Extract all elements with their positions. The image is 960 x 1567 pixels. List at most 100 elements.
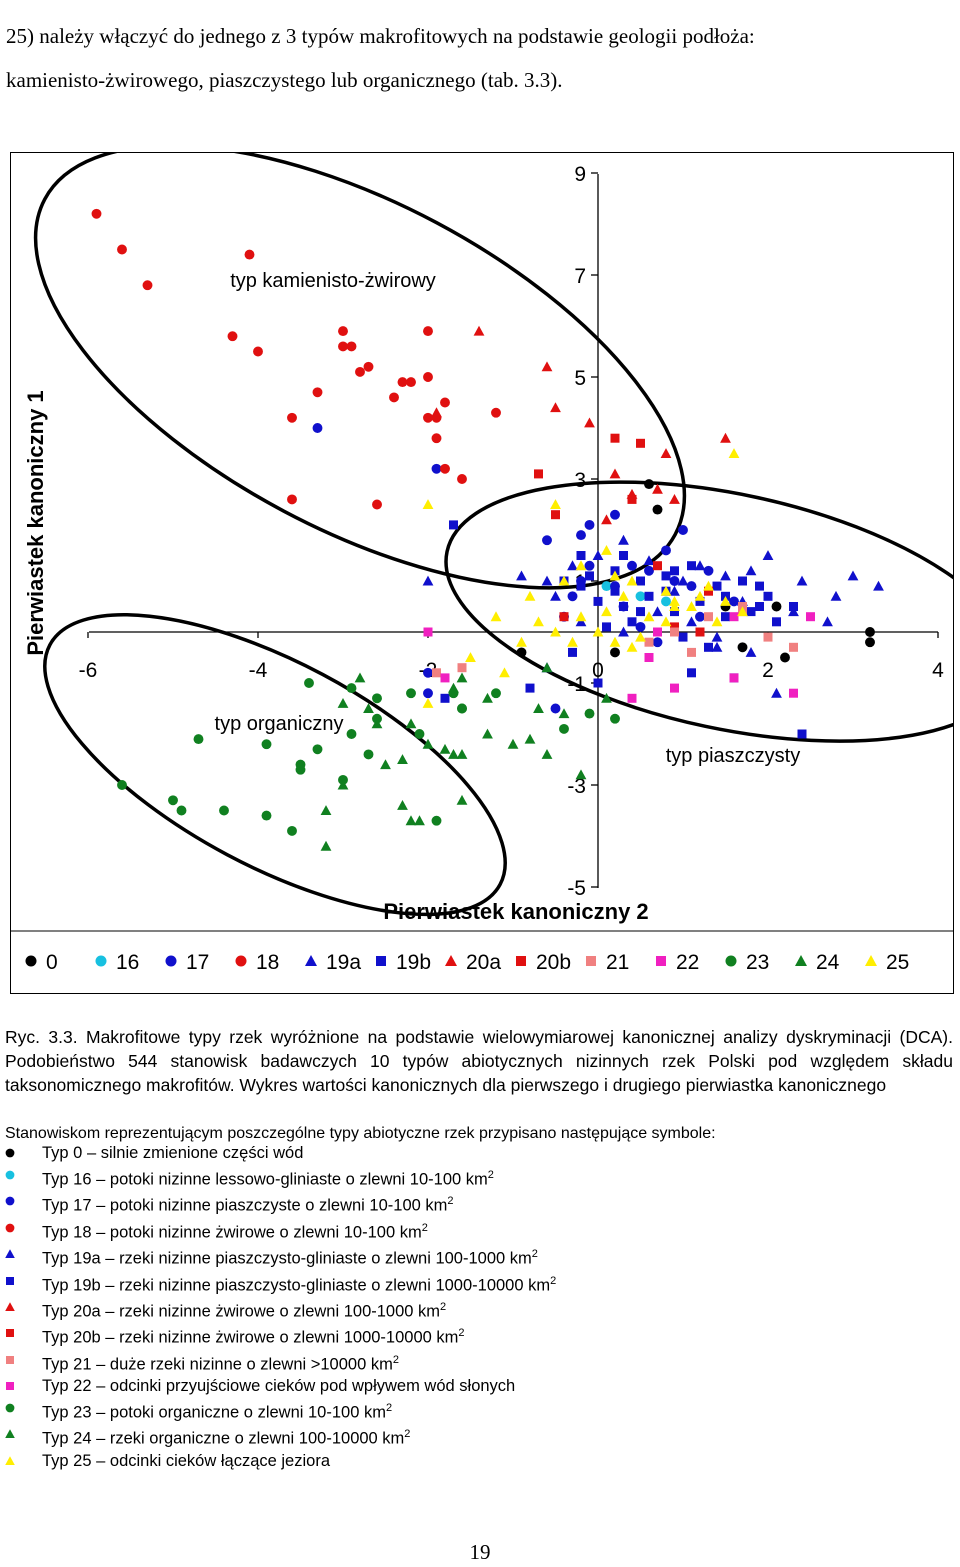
data-point-20a [473,325,485,336]
data-point-0 [771,601,782,612]
data-point-24 [558,708,570,719]
data-point-25 [711,616,723,627]
legend-label-0: 0 [46,951,58,974]
data-point-17 [584,519,595,530]
data-point-25 [618,590,629,601]
type-symbol-icon [5,1429,15,1439]
type-symbol-shape [5,1170,15,1180]
data-point-23 [176,805,187,816]
data-point-24 [405,718,417,729]
data-point-25 [626,641,638,652]
data-point-25 [660,616,672,627]
data-point-23 [346,729,357,739]
data-point-25 [669,596,680,606]
data-point-19b [636,607,645,617]
data-point-21 [687,647,696,657]
data-point-25 [465,652,476,662]
type-description: potoki nizinne lessowo-gliniaste o zlewn… [109,1170,488,1189]
data-point-21 [644,637,654,647]
data-point-17 [576,530,586,541]
type-symbol-icon [5,1456,15,1465]
data-point-25 [660,585,672,596]
data-point-23 [457,703,467,714]
data-point-18 [287,494,297,505]
legend-label-16: 16 [116,951,139,974]
unit-superscript: 2 [440,1300,447,1313]
river-type-item: Typ 25 – odcinki cieków łączące jeziora [5,1451,945,1473]
data-point-19b [585,571,594,581]
data-point-19a [694,560,706,571]
legend-marker-19a [305,955,317,966]
data-point-17 [686,581,697,592]
data-point-19b [678,632,688,642]
data-point-19b [661,571,671,581]
data-point-24 [448,682,459,693]
data-point-19b [670,566,679,576]
y-tick-label: 3 [574,469,586,492]
data-point-17 [312,423,323,433]
data-point-20b [534,469,543,479]
data-point-18 [423,412,433,423]
page-number: 19 [469,1540,491,1564]
type-name: Typ 20a – [42,1302,120,1321]
data-point-25 [643,611,655,622]
unit-superscript: 2 [404,1428,411,1441]
type-symbol-icon [5,1196,15,1206]
type-symbol-icon [5,1302,15,1311]
data-point-22 [653,627,662,637]
legend-label-20b: 20b [536,951,571,974]
data-point-19a [711,631,723,642]
group-ellipse [444,480,953,743]
legend-label-23: 23 [746,951,769,974]
unit-superscript: 2 [550,1274,557,1287]
data-point-23 [261,739,272,750]
data-point-20b [610,433,620,443]
type-symbol-shape [6,1276,14,1285]
data-point-18 [491,407,501,418]
river-type-item: Typ 21 – duże rzeki nizinne o zlewni >10… [5,1350,945,1376]
data-point-25 [516,636,527,647]
data-point-20b [695,627,705,637]
type-symbol-icon [5,1223,15,1233]
data-point-19b [746,607,756,617]
data-point-17 [431,463,442,474]
type-name: Typ 21 – [42,1355,110,1374]
data-point-17 [695,611,705,622]
data-point-0 [737,642,748,653]
data-point-19b [670,607,679,617]
river-type-item: Typ 0 – silnie zmienione części wód [5,1143,945,1165]
data-point-24 [482,692,493,703]
data-point-19a [720,570,731,581]
data-point-24 [405,815,417,826]
data-point-25 [533,616,544,627]
data-point-19b [687,561,696,571]
data-point-17 [669,576,680,586]
data-point-18 [346,341,357,352]
data-point-18 [389,392,399,403]
data-point-25 [422,698,434,708]
data-point-22 [729,612,739,622]
type-symbol-shape [5,1456,15,1465]
type-symbol-shape [6,1382,14,1391]
data-point-19a [422,575,434,586]
data-point-18 [312,387,323,398]
data-point-23 [559,723,569,734]
data-point-0 [610,647,620,658]
legend-marker-0 [25,955,37,967]
data-point-25 [567,636,578,647]
data-point-25 [609,570,621,581]
type-symbol-shape [6,1329,14,1338]
data-point-17 [584,560,595,571]
data-point-19b [568,647,577,657]
type-symbol-shape [6,1355,14,1364]
data-point-20a [431,407,442,418]
unit-superscript: 2 [385,1402,393,1415]
type-description: potoki nizinne piaszczyste o zlewni 10-1… [109,1196,448,1215]
legend-label-21: 21 [606,951,629,974]
data-point-17 [567,591,578,602]
data-point-23 [491,688,501,699]
type-name: Typ 22 – [42,1377,110,1396]
legend-label-18: 18 [256,951,279,974]
data-point-18 [338,341,348,352]
river-type-item: Typ 19a – rzeki nizinne piaszczysto-glin… [5,1244,945,1270]
